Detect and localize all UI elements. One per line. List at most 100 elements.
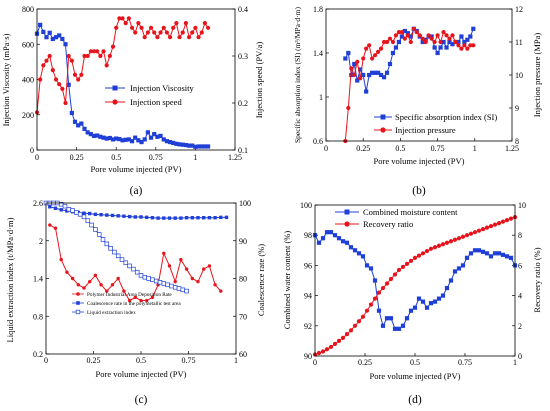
data-point-liquid-extraction-index <box>150 277 155 283</box>
panel-d-ytick-right: 10 <box>518 201 526 210</box>
data-point-injection-speed <box>69 58 74 63</box>
data-point-liquid-extraction-index <box>165 282 170 288</box>
data-point-injection-pressure <box>358 76 363 81</box>
data-point-injection-pressure <box>441 29 446 35</box>
data-point-polymer-industrial-area-deposition-rate <box>48 223 52 227</box>
data-point-injection-viscosity <box>53 35 59 40</box>
data-point-injection-pressure <box>435 33 440 38</box>
data-point-combined-moisture-content <box>320 236 326 241</box>
data-point-injection-speed <box>95 49 100 54</box>
data-point-injection-viscosity <box>72 119 78 124</box>
data-point-injection-viscosity <box>85 130 90 135</box>
panel-b-ytick-right: 8 <box>515 137 519 146</box>
data-point-injection-speed <box>164 30 169 35</box>
data-point-combined-moisture-content <box>396 326 402 331</box>
data-point-polymer-industrial-area-deposition-rate <box>167 264 172 268</box>
data-point-polymer-industrial-area-deposition-rate <box>133 295 137 300</box>
data-point-combined-moisture-content <box>416 296 422 301</box>
panel-a-marks <box>34 8 236 151</box>
legend-marker-open-square <box>75 309 81 315</box>
data-point-injection-speed <box>107 53 112 59</box>
data-point-injection-speed <box>88 49 93 54</box>
data-point-recovery-ratio <box>356 319 362 324</box>
data-point-injection-speed <box>50 68 55 73</box>
data-point-polymer-industrial-area-deposition-rate <box>93 273 98 278</box>
data-point-injection-pressure <box>444 33 449 38</box>
data-point-coalescence-rate-in-the-polymetallic-test-area <box>179 216 183 220</box>
data-point-injection-pressure <box>420 36 425 41</box>
data-point-injection-viscosity <box>57 33 62 38</box>
panel-a-legend: Injection Viscosity Injection speed <box>105 83 195 107</box>
panel-a-ytick-left: 200 <box>22 111 34 120</box>
data-point-specific-absorption-index-si <box>343 56 348 61</box>
data-point-injection-speed <box>82 53 87 59</box>
panel-d-legend-label: Recovery ratio <box>363 219 413 229</box>
data-point-injection-pressure <box>384 39 390 45</box>
panel-a-ytick-right: 0.2 <box>238 99 248 108</box>
data-point-recovery-ratio <box>412 255 418 260</box>
data-point-combined-moisture-content <box>476 248 482 253</box>
data-point-coalescence-rate-in-the-polymetallic-test-area <box>173 216 177 220</box>
data-point-specific-absorption-index-si <box>355 78 360 83</box>
data-point-combined-moisture-content <box>488 254 494 259</box>
panel-d-ytick-right: 0 <box>518 352 522 361</box>
data-point-combined-moisture-content <box>332 233 338 238</box>
data-point-injection-viscosity <box>180 142 185 147</box>
data-point-recovery-ratio <box>396 267 402 273</box>
data-point-specific-absorption-index-si <box>358 67 363 72</box>
data-point-polymer-industrial-area-deposition-rate <box>110 283 115 287</box>
data-point-specific-absorption-index-si <box>384 70 390 75</box>
data-point-recovery-ratio <box>428 246 434 251</box>
legend-marker-square <box>344 209 350 215</box>
data-point-coalescence-rate-in-the-polymetallic-test-area <box>190 216 194 220</box>
panel-c-legend-label: Polymer Industrial Area Deposition Rate <box>87 292 172 298</box>
panel-b-ytick-right: 12 <box>515 5 523 14</box>
data-point-injection-pressure <box>373 53 378 58</box>
data-point-injection-speed <box>91 49 97 54</box>
data-point-polymer-industrial-area-deposition-rate <box>207 264 212 268</box>
data-point-injection-pressure <box>408 39 413 45</box>
data-point-recovery-ratio <box>344 332 350 337</box>
panel-a-ytick-left: 600 <box>22 40 34 49</box>
data-point-combined-moisture-content <box>400 323 406 328</box>
data-point-injection-pressure <box>456 43 461 48</box>
data-point-injection-viscosity <box>107 135 112 141</box>
data-point-combined-moisture-content <box>404 316 410 321</box>
panel-b-xtick: 1 <box>473 144 477 153</box>
panel-c-legend: Polymer Industrial Area Deposition Rate … <box>72 292 181 316</box>
data-point-polymer-industrial-area-deposition-rate <box>162 251 166 256</box>
data-point-injection-viscosity <box>91 133 97 138</box>
panel-c-ytick-left: 0.2 <box>33 350 43 359</box>
data-point-specific-absorption-index-si <box>459 34 464 39</box>
data-point-injection-speed <box>110 44 116 49</box>
data-point-injection-viscosity <box>50 36 55 42</box>
data-point-injection-viscosity <box>110 137 116 142</box>
data-point-liquid-extraction-index <box>93 227 98 232</box>
data-point-injection-pressure <box>429 36 434 41</box>
panel-c-ytick-right: 90 <box>239 237 247 246</box>
data-point-combined-moisture-content <box>452 269 458 274</box>
data-point-injection-pressure <box>390 39 396 45</box>
data-point-polymer-industrial-area-deposition-rate <box>59 257 63 262</box>
data-point-injection-speed <box>155 35 160 40</box>
data-point-injection-viscosity <box>145 130 150 135</box>
panel-d-ytick-right: 8 <box>518 231 522 240</box>
panel-b-ytick-left: 1.4 <box>313 49 323 58</box>
data-point-specific-absorption-index-si <box>352 61 357 67</box>
data-point-recovery-ratio <box>340 335 346 340</box>
data-point-combined-moisture-content <box>508 255 514 260</box>
data-point-coalescence-rate-in-the-polymetallic-test-area <box>82 211 86 215</box>
data-point-injection-viscosity <box>76 123 81 128</box>
panel-d-caption-label: (d) <box>408 394 422 406</box>
panel-b-xtick: 1.25 <box>505 144 519 153</box>
data-point-coalescence-rate-in-the-polymetallic-test-area <box>105 213 109 217</box>
panel-c-x-axis-label: Pore volume injected (PV) <box>96 369 187 379</box>
data-point-combined-moisture-content <box>316 240 322 245</box>
panel-d-xtick: 1 <box>513 358 517 367</box>
data-point-injection-viscosity <box>82 126 87 131</box>
panel-b-legend-label: Specific absorption index (SI) <box>395 112 497 122</box>
data-point-injection-viscosity <box>190 143 195 148</box>
data-point-combined-moisture-content <box>420 299 426 304</box>
data-point-recovery-ratio <box>444 240 450 245</box>
panel-b-ytick-left: 1.8 <box>313 5 323 14</box>
